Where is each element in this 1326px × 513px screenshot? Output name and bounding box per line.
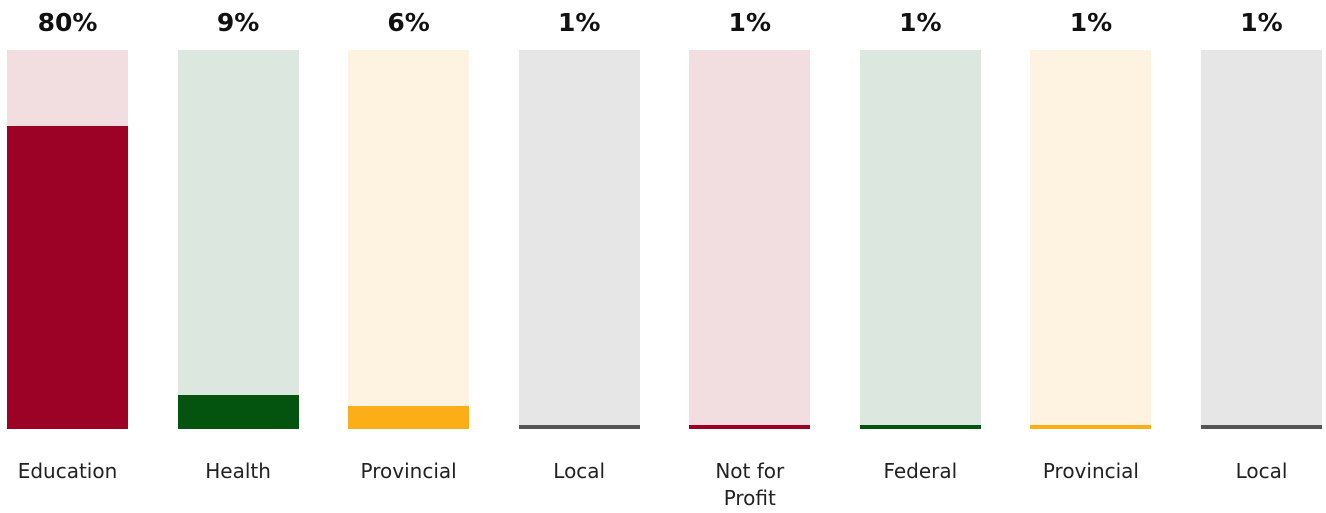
bar: [859, 425, 981, 429]
bar-track: [1201, 50, 1322, 429]
bar-track: [7, 50, 128, 429]
bar: [1030, 425, 1152, 429]
bar-track: [518, 50, 640, 429]
value-label: 6%: [387, 8, 430, 37]
bar-track: [177, 50, 299, 429]
bar: [177, 394, 299, 429]
value-label: 80%: [37, 8, 98, 37]
value-label: 1%: [728, 8, 771, 37]
value-label: 1%: [1240, 8, 1283, 37]
category-label: Provincial: [1042, 459, 1139, 483]
category-label: Local: [1235, 459, 1288, 483]
category-label: Federal: [883, 459, 958, 483]
category-label: Local: [553, 459, 606, 483]
bar: [689, 425, 811, 429]
value-label: 1%: [557, 8, 601, 37]
bar: [1201, 425, 1322, 429]
bar: [7, 125, 128, 429]
bar-track: [689, 50, 811, 429]
bar-track: [859, 50, 981, 429]
value-label: 9%: [216, 8, 260, 37]
category-label: Not for Profit: [715, 459, 785, 510]
value-label: 1%: [899, 8, 942, 37]
value-label: 1%: [1069, 8, 1113, 37]
bar: [518, 425, 640, 429]
bar: [348, 406, 470, 429]
bar-track: [1030, 50, 1152, 429]
category-label: Provincial: [360, 459, 457, 483]
bar-track: [348, 50, 470, 429]
category-label: Health: [205, 459, 271, 483]
category-label: Education: [17, 459, 118, 483]
